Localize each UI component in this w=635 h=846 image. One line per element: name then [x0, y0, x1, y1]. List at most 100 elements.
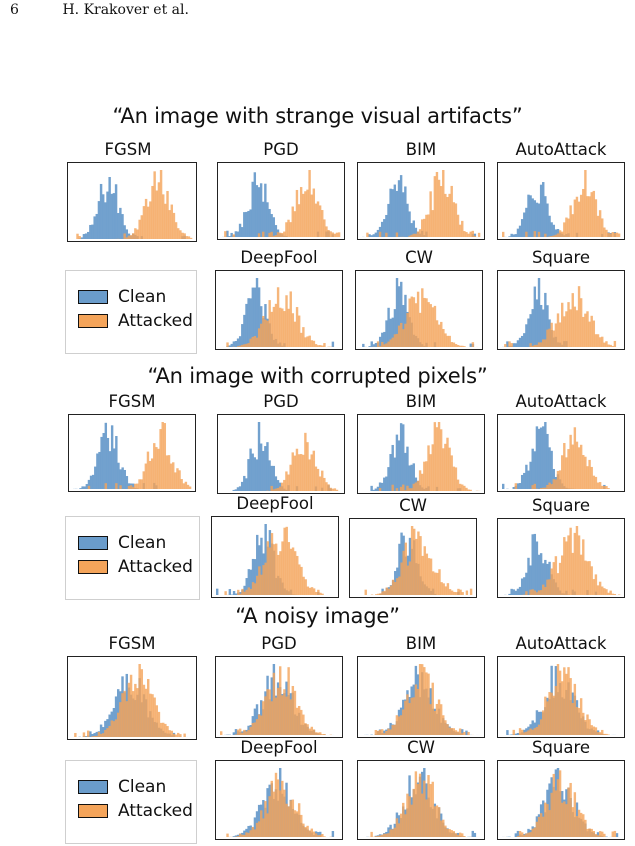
legend-item-clean: Clean: [78, 533, 166, 553]
histogram-bar-clean: [370, 341, 373, 347]
histogram-bar-clean: [527, 470, 530, 489]
histogram-bar-clean: [539, 553, 543, 595]
histogram-bar-attacked: [333, 488, 337, 491]
histogram-bar-clean: [121, 467, 124, 489]
histogram-bar-attacked: [569, 527, 572, 595]
histogram-bar-clean: [537, 203, 541, 237]
histogram-bar-clean: [408, 465, 411, 491]
histogram-bar-attacked: [97, 731, 101, 737]
histogram-bar-clean: [266, 788, 269, 837]
histogram-bar-attacked: [376, 730, 380, 735]
histogram-bar-attacked: [605, 733, 608, 735]
histogram-bar-attacked: [412, 697, 415, 735]
histogram-bar-attacked: [291, 799, 295, 837]
histogram-bar-attacked: [590, 828, 593, 837]
histogram-bar-attacked: [319, 345, 322, 347]
histogram-bar-clean: [113, 448, 116, 489]
histogram-bar-attacked: [289, 699, 292, 735]
histogram-bar-attacked: [573, 306, 577, 347]
panel-label: DeepFool: [236, 494, 314, 513]
histogram-bar-clean: [247, 210, 250, 237]
histogram-bar-attacked: [264, 319, 267, 347]
histogram-bar-attacked: [297, 454, 301, 491]
histogram-bar-attacked: [399, 486, 403, 491]
histogram-bar-attacked: [306, 336, 309, 347]
histogram-bar-attacked: [527, 832, 530, 837]
histogram-bar-attacked: [419, 536, 422, 595]
histogram-bar-attacked: [270, 311, 273, 347]
histogram-bar-attacked: [153, 697, 156, 737]
histogram-bar-attacked: [308, 728, 311, 735]
histogram-bar-clean: [525, 728, 528, 735]
legend-label-attacked: Attacked: [118, 557, 193, 577]
histogram-bar-attacked: [283, 311, 286, 347]
histogram-bar-clean: [247, 569, 251, 595]
histogram-bar-attacked: [318, 205, 322, 237]
histogram-bar-attacked: [302, 193, 305, 237]
histogram-bar-attacked: [414, 303, 418, 347]
histogram-bar-attacked: [429, 191, 432, 237]
histogram-bar-attacked: [268, 232, 271, 237]
histogram-bar-attacked: [421, 555, 424, 595]
histogram-bar-attacked: [535, 821, 539, 837]
histogram-bar-attacked: [172, 462, 175, 489]
histogram-bar-attacked: [598, 337, 602, 347]
histogram-bar-attacked: [264, 562, 267, 595]
histogram-bar-clean: [525, 464, 528, 489]
histogram-bar-attacked: [274, 697, 278, 735]
histogram-bar-clean: [542, 426, 545, 489]
histogram-bar-attacked: [603, 588, 606, 595]
histogram-bar-attacked: [168, 210, 171, 239]
histogram-bar-attacked: [308, 335, 311, 347]
histogram-bar-attacked: [598, 581, 602, 595]
panel-label: PGD: [263, 140, 299, 159]
histogram-bar-attacked: [546, 484, 549, 489]
histogram-bar-attacked: [138, 664, 141, 737]
histogram-bar-attacked: [289, 464, 292, 491]
histogram-bar-attacked: [431, 682, 434, 735]
histogram-bar-attacked: [397, 325, 401, 347]
histogram-bar-attacked: [189, 237, 193, 239]
histogram-bar-clean: [520, 474, 524, 489]
histogram-bar-attacked: [132, 233, 135, 239]
histogram-bar-attacked: [550, 322, 553, 347]
histogram-bar-attacked: [454, 730, 458, 735]
histogram-bar-attacked: [258, 566, 261, 595]
histogram-bar-attacked: [569, 678, 572, 735]
histogram-bar-attacked: [427, 673, 430, 735]
histogram-bar-attacked: [444, 586, 448, 595]
histogram-bar-attacked: [594, 199, 598, 237]
histogram-bar-attacked: [381, 341, 384, 347]
histogram-bar-attacked: [448, 589, 452, 595]
panel-label: Square: [531, 248, 591, 267]
histogram-bar-attacked: [165, 455, 169, 489]
histogram-bar-attacked: [571, 444, 574, 489]
histogram-bar-attacked: [565, 311, 568, 347]
histogram-bar-attacked: [433, 422, 437, 491]
histogram-bar-attacked: [297, 315, 301, 347]
histogram-bar-attacked: [561, 455, 564, 489]
histogram-bar-attacked: [563, 667, 566, 735]
histogram-bar-attacked: [183, 233, 186, 239]
histogram-bar-attacked: [550, 568, 553, 595]
histogram-bar-attacked: [461, 220, 464, 237]
histogram-bar-attacked: [571, 807, 574, 837]
histogram-bar-attacked: [95, 735, 99, 737]
histogram-bar-attacked: [321, 734, 324, 735]
histogram-bar-attacked: [385, 343, 388, 347]
histogram-bar-clean: [471, 830, 474, 837]
histogram-bar-attacked: [571, 214, 574, 237]
histogram-bar-clean: [236, 487, 240, 491]
histogram-bar-clean: [228, 589, 232, 595]
histogram-bar-clean: [84, 736, 88, 737]
plot-frame: [217, 162, 345, 240]
histogram-bar-attacked: [374, 836, 378, 837]
histogram-bar-clean: [117, 213, 120, 239]
histogram-bar-attacked: [308, 587, 312, 595]
histogram-bar-attacked: [434, 572, 437, 595]
histogram-bar-clean: [236, 231, 240, 237]
histogram-bar-clean: [245, 478, 248, 491]
histogram-bar-attacked: [436, 572, 439, 595]
histogram-bar-attacked: [554, 479, 558, 489]
histogram-bar-attacked: [611, 345, 614, 347]
